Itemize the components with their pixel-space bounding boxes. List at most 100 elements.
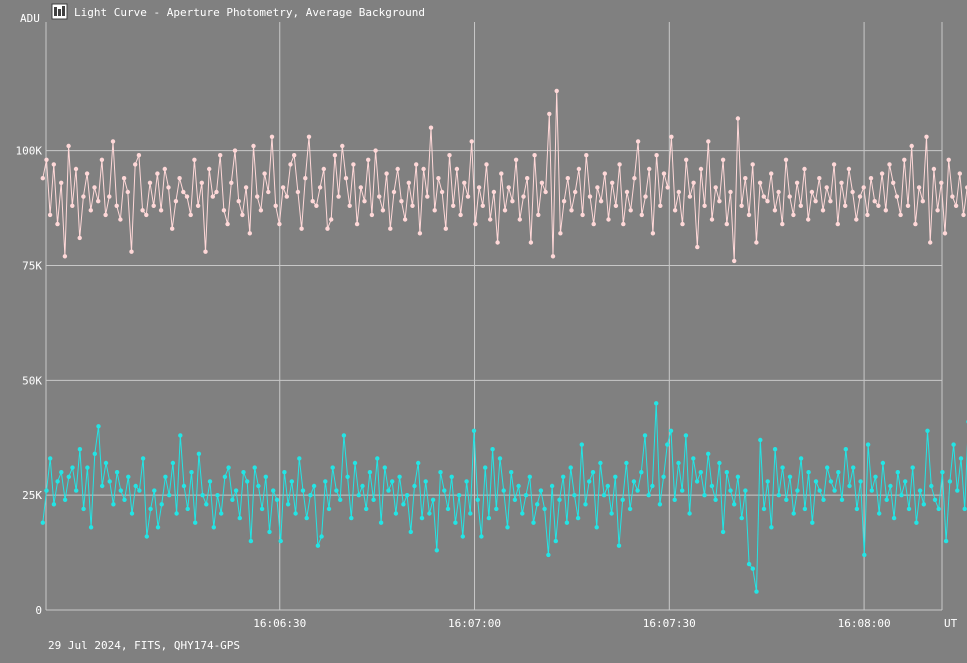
data-point (787, 474, 793, 479)
data-point (601, 493, 607, 498)
data-point (464, 479, 469, 484)
data-point (784, 497, 789, 502)
data-point (873, 474, 878, 479)
data-point (140, 456, 146, 461)
data-point (610, 180, 615, 185)
data-point (88, 208, 94, 213)
data-point (59, 470, 64, 475)
data-point (750, 162, 755, 167)
y-tick-label: 0 (35, 604, 42, 617)
data-point (794, 180, 800, 185)
data-point (739, 515, 744, 521)
data-point (340, 143, 345, 149)
data-point (55, 479, 60, 484)
data-point (950, 194, 955, 199)
data-point (204, 502, 209, 507)
data-point (416, 460, 421, 466)
y-tick-label: 50K (22, 374, 42, 387)
data-point (516, 483, 521, 489)
data-point (920, 199, 925, 204)
data-point (304, 515, 309, 521)
data-point (300, 488, 306, 493)
data-point (40, 176, 45, 181)
data-point (84, 171, 90, 176)
data-point (256, 483, 261, 489)
x-tick-label: 16:07:30 (643, 617, 696, 630)
data-point (362, 199, 367, 204)
data-point (531, 520, 536, 525)
data-point (910, 465, 915, 470)
data-point (536, 212, 541, 218)
chart-app-icon[interactable] (51, 3, 68, 20)
data-point (706, 139, 711, 144)
data-point (62, 254, 68, 259)
data-point (887, 162, 892, 167)
data-point (769, 525, 774, 530)
data-point (241, 470, 246, 475)
series-group (40, 88, 967, 594)
data-point (210, 194, 215, 199)
data-point (569, 208, 574, 213)
data-point (99, 157, 105, 162)
data-point (51, 502, 57, 507)
data-point (709, 217, 715, 222)
data-point (225, 221, 230, 227)
data-point (546, 552, 551, 558)
data-point (471, 428, 477, 433)
data-point (486, 515, 492, 521)
data-point (809, 189, 815, 195)
data-point (894, 194, 900, 199)
data-point (628, 208, 633, 213)
data-point (635, 139, 641, 144)
data-point (447, 153, 452, 158)
data-point (713, 185, 718, 190)
data-point (847, 483, 852, 489)
data-point (583, 502, 588, 507)
data-point (317, 185, 323, 190)
data-point (587, 194, 593, 199)
data-point (158, 208, 164, 213)
data-point (717, 199, 722, 204)
data-point (724, 221, 729, 227)
data-point (903, 479, 908, 484)
data-point (609, 511, 614, 516)
data-point (495, 240, 500, 245)
data-point (341, 433, 347, 438)
data-point (140, 208, 145, 213)
data-point (155, 171, 160, 176)
data-point (178, 433, 183, 438)
data-point (207, 166, 212, 172)
data-point (425, 194, 430, 199)
data-point (891, 515, 897, 521)
data-point (957, 171, 962, 176)
data-point (232, 148, 238, 153)
data-point (215, 493, 220, 498)
data-point (798, 203, 803, 208)
data-point (236, 199, 241, 204)
data-point (616, 543, 622, 548)
data-point (271, 488, 276, 493)
data-point (676, 189, 681, 195)
data-point (390, 479, 395, 484)
data-point (388, 226, 393, 231)
data-point (538, 488, 544, 493)
data-point (432, 208, 437, 213)
data-point (262, 171, 267, 176)
data-point (338, 497, 343, 502)
data-point (329, 217, 334, 222)
data-point (207, 479, 213, 484)
data-point (214, 189, 219, 195)
data-point (750, 566, 755, 571)
data-point (502, 208, 508, 213)
data-point (698, 470, 703, 475)
data-point (732, 502, 737, 507)
data-point (417, 231, 423, 236)
data-point (523, 493, 529, 498)
data-point (939, 180, 944, 185)
data-point (554, 88, 559, 94)
data-point (869, 488, 874, 493)
data-point (687, 194, 693, 199)
data-point (326, 506, 332, 512)
data-point (691, 180, 696, 185)
data-point (410, 203, 415, 208)
